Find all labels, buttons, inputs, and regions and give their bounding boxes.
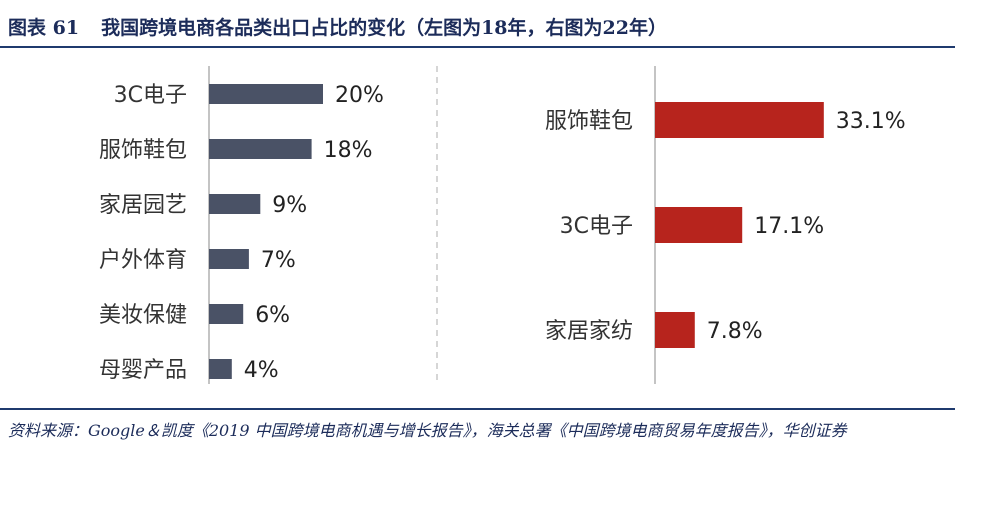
left-bar-chart: 3C电子 20% 服饰鞋包 18% 家居园艺 9% 户外体育 7% 美妆保健 6% 母婴产品 4% <box>99 66 384 384</box>
chart-0-category-label-4: 美妆保健 <box>99 303 187 328</box>
chart-1-value-label-0: 33.1% <box>836 109 906 134</box>
chart-0-bar-5 <box>209 359 232 379</box>
chart-1-value-label-1: 17.1% <box>754 214 824 239</box>
chart-0-category-label-5: 母婴产品 <box>99 358 187 383</box>
chart-1-bar-2 <box>655 312 695 348</box>
chart-0-value-label-4: 6% <box>255 303 290 328</box>
chart-0-bar-1 <box>209 139 312 159</box>
bottom-rule <box>0 408 955 410</box>
chart-0-bar-3 <box>209 249 249 269</box>
figure-title-text: 我国跨境电商各品类出口占比的变化（左图为18年，右图为22年） <box>101 17 667 39</box>
chart-0-value-label-0: 20% <box>335 83 384 108</box>
chart-0-bar-4 <box>209 304 244 324</box>
chart-0-value-label-2: 9% <box>272 193 307 218</box>
source-note: 资料来源：Google＆凯度《2019 中国跨境电商机遇与增长报告》，海关总署《… <box>8 421 847 440</box>
chart-1-category-label-2: 家居家纺 <box>545 319 633 344</box>
chart-0-value-label-3: 7% <box>261 248 296 273</box>
chart-1-bar-1 <box>655 207 743 243</box>
right-bar-chart: 服饰鞋包 33.1% 3C电子 17.1% 家居家纺 7.8% <box>545 66 906 384</box>
chart-0-category-label-1: 服饰鞋包 <box>99 138 187 163</box>
chart-0-value-label-1: 18% <box>324 138 373 163</box>
chart-0-category-label-3: 户外体育 <box>99 248 187 273</box>
chart-0-bar-2 <box>209 194 261 214</box>
chart-0-bar-0 <box>209 84 323 104</box>
chart-1-bar-0 <box>655 102 824 138</box>
chart-0-category-label-2: 家居园艺 <box>99 193 187 218</box>
chart-0-value-label-5: 4% <box>244 358 279 383</box>
figure-label: 图表 61 <box>8 17 80 39</box>
chart-1-category-label-0: 服饰鞋包 <box>545 109 633 134</box>
chart-1-category-label-1: 3C电子 <box>560 214 633 239</box>
top-rule <box>0 46 955 48</box>
chart-0-category-label-0: 3C电子 <box>114 83 187 108</box>
figure-title: 图表 61 我国跨境电商各品类出口占比的变化（左图为18年，右图为22年） <box>8 14 667 42</box>
chart-1-value-label-2: 7.8% <box>707 319 763 344</box>
